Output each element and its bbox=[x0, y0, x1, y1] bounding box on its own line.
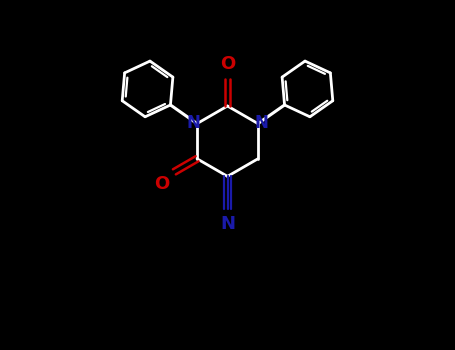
Text: N: N bbox=[255, 114, 268, 132]
Text: O: O bbox=[220, 55, 235, 73]
Text: N: N bbox=[187, 114, 200, 132]
Text: O: O bbox=[154, 175, 169, 194]
Text: N: N bbox=[220, 215, 235, 233]
